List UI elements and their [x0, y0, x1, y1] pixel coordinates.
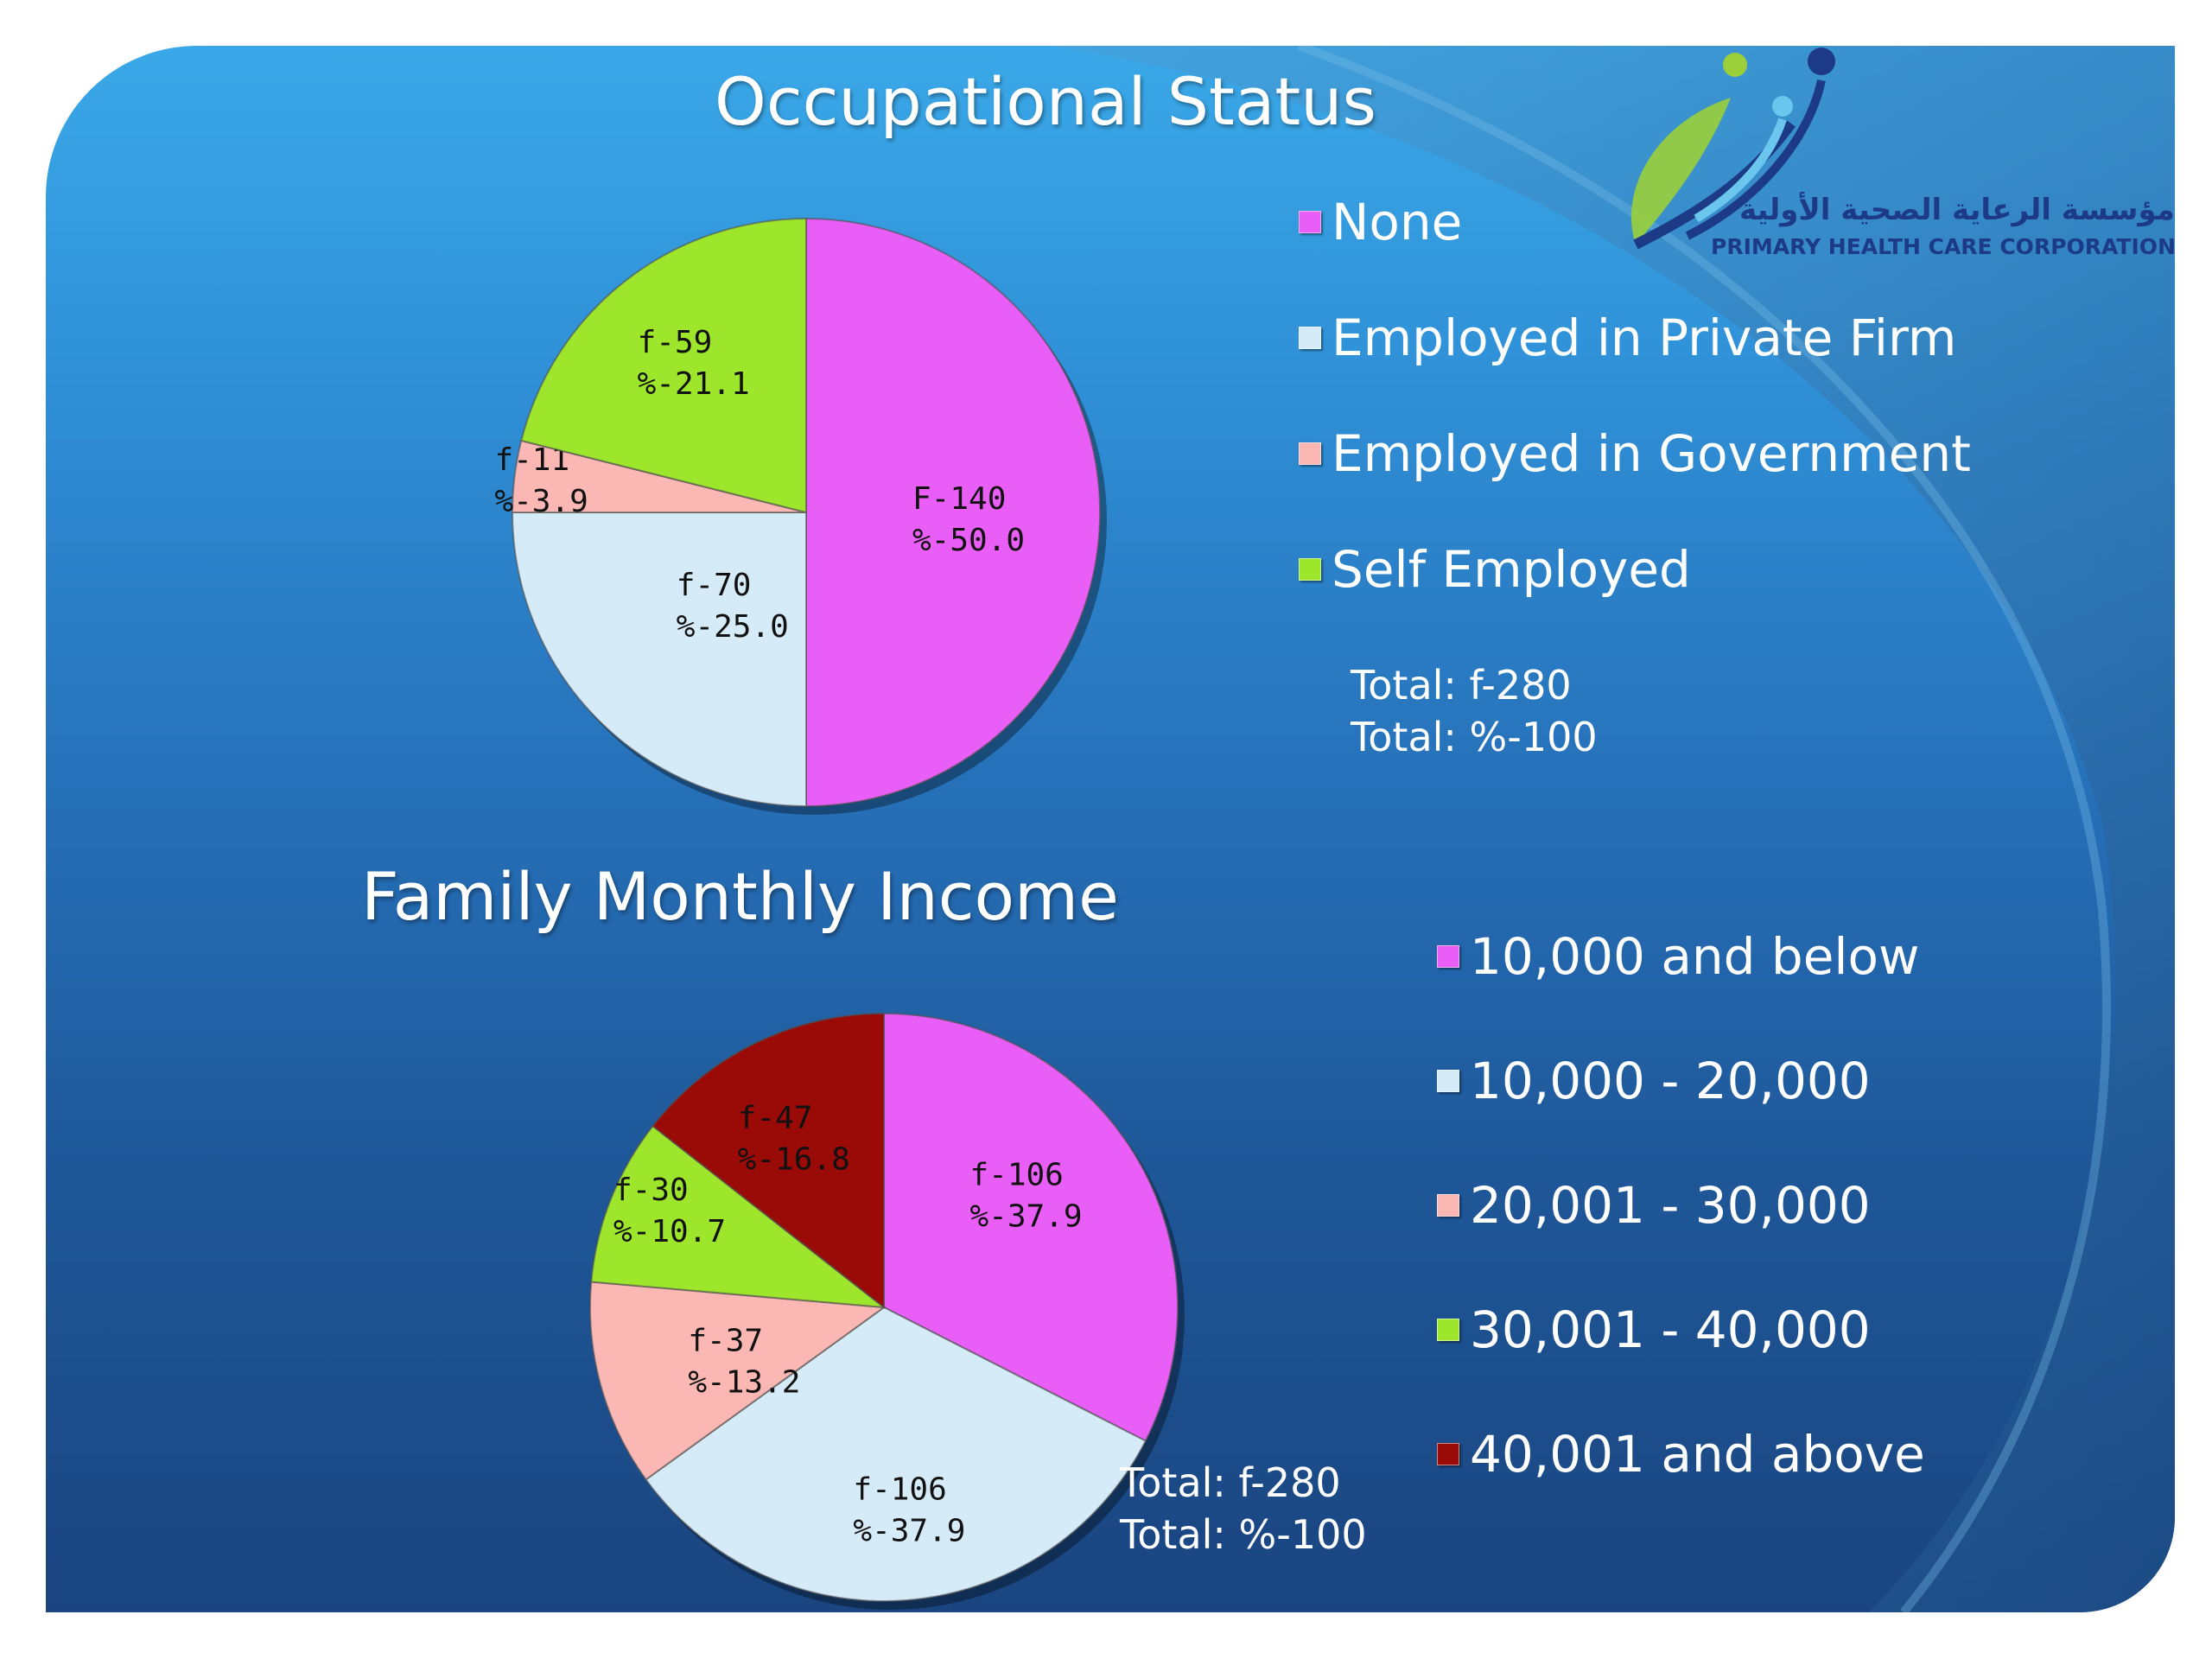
pie-slice-employed-in-private-firm: [511, 512, 807, 808]
pie-label-pct: %-3.9: [494, 484, 588, 519]
occupational-pie-chart: F-140%-50.0f-70%-25.0f-11%-3.9f-59%-21.1: [494, 217, 1107, 815]
pie-label-f: f-30: [613, 1173, 689, 1208]
legend-item: 10,000 - 20,000: [1437, 1052, 1871, 1110]
pie-slice-40-001-and-above: [652, 1012, 885, 1310]
legend-swatch: [1299, 442, 1321, 465]
legend-item: 10,000 and below: [1437, 927, 1919, 986]
legend-label: 30,001 - 40,000: [1470, 1300, 1871, 1359]
pie-label-pct: %-13.2: [688, 1364, 800, 1400]
legend-label: None: [1332, 193, 1463, 251]
pie-label-f: f-106: [969, 1157, 1063, 1192]
phcc-logo: [1630, 48, 1835, 250]
pie-label-pct: %-50.0: [912, 523, 1025, 558]
legend-swatch: [1299, 211, 1321, 233]
income-total-f: Total: f-280: [1120, 1459, 1341, 1506]
pie-label-f: f-37: [688, 1323, 763, 1358]
occupational-total: Total: f-280 Total: %-100: [1351, 659, 1598, 763]
legend-item: 30,001 - 40,000: [1437, 1300, 1871, 1359]
pie-label-pct: %-25.0: [677, 609, 789, 645]
pie-label-f: f-106: [853, 1471, 946, 1507]
legend-label: 10,000 - 20,000: [1470, 1052, 1871, 1110]
legend-swatch: [1299, 558, 1321, 581]
pie-label-pct: %-16.8: [738, 1142, 850, 1178]
income-total-pct: Total: %-100: [1120, 1511, 1367, 1558]
legend-item: None: [1299, 193, 1462, 251]
income-legend: 10,000 and below 10,000 - 20,000 20,001 - …: [1437, 927, 2128, 1532]
slide-background: Occupational Status Family Monthly Incom…: [46, 46, 2175, 1612]
legend-swatch: [1437, 1194, 1459, 1217]
income-pie-chart: f-106 %-37.9 f-106 %-37.9 f-37 %-13.2 f-30 %-10…: [589, 1012, 1185, 1610]
pie-label-pct: %-37.9: [969, 1198, 1082, 1234]
legend-item: 20,001 - 30,000: [1437, 1176, 1871, 1235]
occupational-total-pct: Total: %-100: [1351, 714, 1598, 760]
legend-label: Employed in Government: [1332, 424, 1971, 483]
legend-label: 40,001 and above: [1470, 1425, 1925, 1484]
legend-swatch: [1299, 327, 1321, 349]
occupational-title: Occupational Status: [715, 63, 1376, 140]
pie-slice-30-001-40-000: [590, 1124, 887, 1309]
legend-label: Self Employed: [1332, 540, 1691, 599]
pie-slice-20-001-30-000: [589, 1281, 887, 1481]
income-title: Family Monthly Income: [361, 858, 1119, 935]
pie-label-pct: %-37.9: [853, 1513, 965, 1548]
legend-swatch: [1437, 945, 1459, 968]
pie-slice-none: [805, 217, 1101, 808]
pie-label-f: f-59: [638, 325, 713, 360]
pie-slice-10-000-20-000: [645, 1306, 1147, 1602]
logo-arabic-text: مؤسسة الرعاية الصحية الأولية: [1739, 193, 2175, 227]
legend-item: 40,001 and above: [1437, 1425, 1925, 1484]
income-total: Total: f-280 Total: %-100: [1120, 1457, 1367, 1560]
legend-swatch: [1437, 1319, 1459, 1341]
pie-slice-self-employed: [520, 217, 807, 514]
occupational-total-f: Total: f-280: [1351, 662, 1572, 709]
legend-label: 10,000 and below: [1470, 927, 1920, 986]
pie-label-f: f-47: [738, 1101, 813, 1136]
legend-item: Self Employed: [1299, 540, 1691, 599]
legend-label: 20,001 - 30,000: [1470, 1176, 1871, 1235]
occupational-legend: None Employed in Private Firm Employed in …: [1299, 193, 2076, 677]
pie-label-f: f-70: [677, 568, 752, 603]
legend-swatch: [1437, 1443, 1459, 1465]
legend-item: Employed in Private Firm: [1299, 308, 1956, 367]
legend-item: Employed in Government: [1299, 424, 1971, 483]
logo-english-text: PRIMARY HEALTH CARE CORPORATION: [1711, 234, 2175, 259]
pie-label-pct: %-21.1: [638, 366, 750, 402]
pie-label-pct: %-10.7: [613, 1214, 726, 1249]
legend-label: Employed in Private Firm: [1332, 308, 1957, 367]
legend-swatch: [1437, 1070, 1459, 1092]
pie-slice-10-000-and-below: [883, 1012, 1179, 1442]
pie-label-f: F-140: [912, 481, 1006, 517]
